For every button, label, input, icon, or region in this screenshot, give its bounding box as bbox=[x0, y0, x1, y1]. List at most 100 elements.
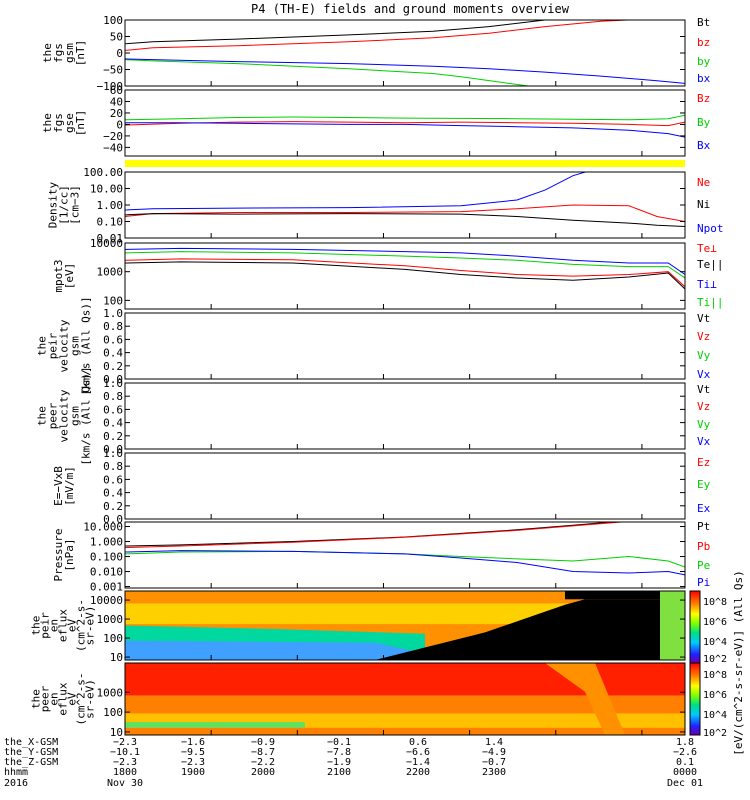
x-year: 2016 bbox=[4, 778, 28, 789]
legend-entry: bz bbox=[697, 36, 710, 49]
series-line-By bbox=[125, 114, 685, 121]
series-line-Pe bbox=[125, 550, 685, 568]
y-axis-label: the bbox=[41, 43, 54, 63]
y-axis-label: the bbox=[36, 406, 49, 426]
y-axis-label: [mV/m] bbox=[63, 466, 76, 506]
y-tick-label: 0.100 bbox=[90, 551, 123, 564]
heatmap-band bbox=[545, 663, 625, 735]
legend-entry: Bt bbox=[697, 16, 710, 29]
x-value: −6.6 bbox=[406, 747, 430, 758]
y-tick-label: 60 bbox=[110, 84, 123, 97]
y-tick-label: 10000 bbox=[90, 594, 123, 607]
colorbar-label: [eV/(cm^2-s-sr-eV)] (All Qs) bbox=[732, 570, 745, 755]
y-axis-label: eflux bbox=[57, 609, 70, 642]
y-axis-label: peir bbox=[47, 332, 60, 359]
y-axis-label: [nT] bbox=[74, 110, 87, 137]
yellow-flag-bar bbox=[125, 160, 685, 167]
legend-entry: Te⊥ bbox=[697, 242, 717, 255]
y-axis-label: gsm bbox=[69, 336, 82, 356]
x-date-end: Dec 01 bbox=[667, 778, 703, 789]
y-tick-label: 10.000 bbox=[83, 521, 123, 534]
y-axis-label: Pressure bbox=[52, 529, 65, 582]
panel-frame bbox=[124, 242, 686, 310]
y-tick-label: 0.2 bbox=[103, 430, 123, 443]
series-line-Ne bbox=[125, 204, 685, 222]
y-tick-label: 0.001 bbox=[90, 581, 123, 594]
colorbar-tick: 10^8 bbox=[703, 597, 727, 608]
colorbar-tick: 10^4 bbox=[703, 637, 727, 648]
y-axis-label: sr-eV) bbox=[84, 606, 97, 646]
y-tick-label: 0.2 bbox=[103, 500, 123, 513]
heatmap-band bbox=[125, 640, 455, 660]
legend-entry: Vx bbox=[697, 435, 711, 448]
panel-density: 100.00 10.00 1.00 0.10 0.01 Density[1/cc][cm−… bbox=[47, 166, 724, 245]
colorbar-tick: 10^8 bbox=[703, 670, 727, 681]
y-axis-label: [nPa] bbox=[63, 538, 76, 571]
panel-frame bbox=[124, 590, 686, 661]
legend-entry: Pt bbox=[697, 520, 710, 533]
x-value: −2.6 bbox=[673, 747, 697, 758]
y-axis-label: gse bbox=[63, 113, 76, 133]
y-axis-label: peer bbox=[47, 402, 60, 429]
x-value: 1.8 bbox=[676, 737, 694, 748]
y-tick-label: 0.2 bbox=[103, 360, 123, 373]
y-axis-label: [km/s (All Qs)] bbox=[80, 296, 93, 395]
y-axis-label: eV bbox=[66, 692, 79, 706]
y-axis-label: Density bbox=[47, 181, 60, 228]
legend-entry: By bbox=[697, 116, 711, 129]
y-tick-label: −100 bbox=[97, 80, 124, 93]
panel-temperature: 10000 1000 100 mpot3[eV] Te⊥ Te|| Ti⊥ Ti|| bbox=[52, 237, 724, 310]
colorbar-tick: 10^6 bbox=[703, 617, 727, 628]
x-value: −0.1 bbox=[327, 737, 351, 748]
x-value: −1.6 bbox=[181, 737, 205, 748]
chart-title: P4 (TH-E) fields and ground moments over… bbox=[251, 2, 570, 16]
x-value: 1800 bbox=[113, 767, 137, 778]
panel-peir_eflux: 10000 1000 100 10 thepeirenefluxeV(cm^2-s-sr… bbox=[30, 590, 686, 664]
series-line-Te bbox=[125, 261, 685, 290]
y-tick-label: 100 bbox=[103, 14, 123, 27]
y-tick-label: 1.0 bbox=[103, 307, 123, 320]
y-tick-label: 1000 bbox=[97, 613, 124, 626]
x-value: −8.7 bbox=[251, 747, 275, 758]
y-tick-label: 0.01 bbox=[97, 232, 124, 245]
y-tick-label: −50 bbox=[103, 64, 123, 77]
y-tick-label: 0.4 bbox=[103, 487, 123, 500]
y-axis-label: the bbox=[30, 616, 43, 636]
colorbar-scale bbox=[689, 662, 701, 736]
x-row-label: hhmm bbox=[4, 767, 28, 778]
legend-entry: bx bbox=[697, 72, 711, 85]
x-row-label: the_Y-GSM bbox=[4, 747, 58, 758]
y-tick-label: 0.0 bbox=[103, 373, 123, 386]
legend-entry: Vx bbox=[697, 368, 711, 381]
y-tick-label: 0.0 bbox=[103, 443, 123, 456]
heatmap-peir_eflux bbox=[125, 591, 685, 660]
panels: 100500−50−100thefgsgsm[nT]Btbzbybx604020… bbox=[30, 14, 724, 739]
y-tick-label: −20 bbox=[103, 130, 123, 143]
y-axis-label: (cm^2-s- bbox=[75, 599, 88, 652]
y-tick-label: 0.010 bbox=[90, 566, 123, 579]
y-axis-label: fgs bbox=[52, 43, 65, 63]
legend-entry: Ex bbox=[697, 502, 711, 515]
y-tick-label: −40 bbox=[103, 141, 123, 154]
y-tick-label: 10 bbox=[110, 651, 123, 664]
series-line-Ti bbox=[125, 247, 685, 275]
y-tick-label: 1000 bbox=[97, 266, 124, 279]
y-axis-label: [cm−3] bbox=[69, 185, 82, 225]
x-value: −0.9 bbox=[251, 737, 275, 748]
colorbar-tick: 10^4 bbox=[703, 710, 727, 721]
y-axis-label: [1/cc] bbox=[58, 185, 71, 225]
y-tick-label: 0.8 bbox=[103, 460, 123, 473]
y-axis-label: fgs bbox=[52, 113, 65, 133]
y-tick-label: 100 bbox=[103, 632, 123, 645]
legend-entry: Vt bbox=[697, 312, 710, 325]
y-axis-label: mpot3 bbox=[52, 259, 65, 292]
x-value: −2.3 bbox=[181, 757, 205, 768]
colorbar-tick: 10^6 bbox=[703, 690, 727, 701]
y-tick-label: 100.00 bbox=[83, 166, 123, 179]
y-tick-label: 0.8 bbox=[103, 390, 123, 403]
legend-entry: Ez bbox=[697, 456, 710, 469]
panel-peer_velocity: 1.00.80.60.40.20.0thepeervelocitygsm[km/… bbox=[36, 366, 711, 465]
heatmap-peer_eflux bbox=[125, 663, 685, 735]
y-tick-label: 1000 bbox=[97, 686, 124, 699]
